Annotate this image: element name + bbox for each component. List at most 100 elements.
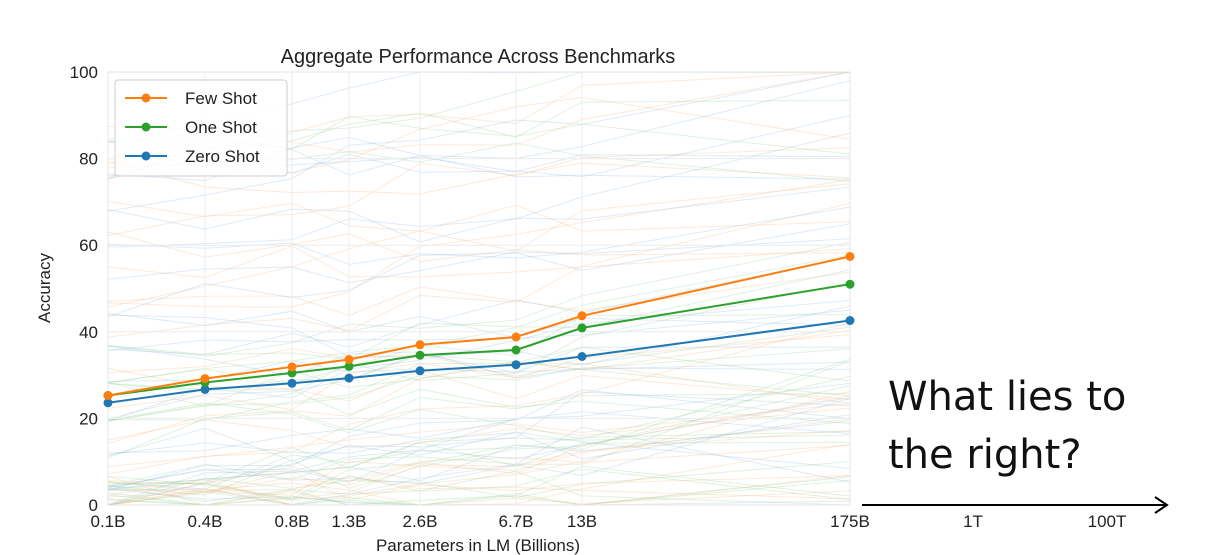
legend-swatch-marker — [141, 93, 151, 103]
background-benchmark-line — [107, 393, 851, 459]
y-tick-label: 40 — [79, 323, 98, 342]
background-benchmark-line — [107, 245, 851, 279]
question-annotation: What lies to the right? — [888, 368, 1188, 484]
background-benchmark-line — [107, 305, 851, 366]
series-lines — [103, 252, 855, 408]
legend-swatch-marker — [141, 151, 151, 161]
background-benchmark-line — [107, 346, 851, 420]
background-benchmark-line — [107, 334, 851, 411]
x-ticks: 0.1B 0.4B 0.8B 1.3B 2.6B 6.7B 13B 175B — [91, 512, 870, 531]
question-line-2: the right? — [888, 432, 1082, 478]
background-benchmark-line — [107, 71, 851, 212]
background-benchmark-line — [107, 397, 851, 488]
data-point — [344, 355, 354, 364]
background-benchmark-line — [107, 470, 851, 501]
data-point — [577, 323, 587, 333]
background-benchmark-line — [107, 395, 851, 506]
x-tick-label: 2.6B — [403, 512, 438, 531]
x-tick-label: 13B — [567, 512, 597, 531]
data-point — [845, 316, 855, 325]
background-benchmark-line — [107, 414, 851, 460]
data-point — [200, 374, 210, 384]
background-benchmark-line — [107, 431, 851, 490]
background-benchmark-line — [107, 183, 851, 308]
background-benchmark-line — [107, 465, 851, 506]
background-benchmark-line — [107, 426, 851, 506]
background-benchmark-line — [107, 346, 851, 422]
data-point — [103, 398, 113, 408]
x-tick-label: 175B — [830, 512, 870, 531]
background-benchmark-line — [107, 347, 851, 404]
background-benchmark-line — [107, 360, 851, 487]
background-benchmark-line — [107, 444, 851, 485]
background-benchmark-line — [107, 398, 851, 489]
data-point — [287, 362, 297, 372]
background-benchmark-line — [107, 461, 851, 506]
data-point — [511, 345, 521, 355]
background-benchmark-line — [107, 179, 851, 308]
background-benchmark-line — [107, 314, 851, 384]
background-benchmark-line — [107, 418, 851, 496]
data-point — [577, 311, 587, 321]
background-benchmark-line — [107, 358, 851, 500]
background-benchmark-line — [107, 132, 851, 248]
background-benchmark-line — [107, 368, 851, 402]
data-point — [845, 252, 855, 261]
background-benchmark-line — [107, 200, 851, 232]
background-benchmark-line — [107, 427, 851, 469]
background-benchmark-line — [107, 322, 851, 475]
background-benchmark-line — [107, 160, 851, 195]
background-benchmark-line — [107, 269, 851, 360]
background-benchmark-line — [107, 385, 851, 496]
legend-swatch-marker — [141, 122, 151, 132]
data-point — [415, 350, 425, 360]
arrowhead-icon — [1154, 496, 1169, 514]
background-benchmark-line — [107, 391, 851, 506]
extension-label-100t: 100T — [1088, 512, 1127, 531]
background-benchmark-line — [108, 429, 851, 506]
background-benchmark-line — [107, 281, 851, 407]
background-benchmark-line — [107, 231, 851, 263]
background-benchmark-line — [107, 434, 851, 490]
data-point — [577, 352, 587, 361]
data-point — [511, 332, 521, 342]
x-tick-label: 0.4B — [188, 512, 223, 531]
background-benchmark-line — [107, 271, 851, 317]
extension-axis: 1T 100T — [862, 496, 1169, 531]
y-tick-label: 60 — [79, 236, 98, 255]
x-axis-label: Parameters in LM (Billions) — [376, 536, 580, 555]
y-tick-label: 80 — [79, 150, 98, 169]
background-benchmark-line — [107, 382, 851, 424]
background-benchmark-line — [107, 186, 851, 243]
series-line-one-shot — [107, 283, 851, 397]
data-point — [200, 384, 210, 394]
question-line-1: What lies to — [888, 374, 1127, 420]
data-point — [511, 360, 521, 370]
chart-title: Aggregate Performance Across Benchmarks — [281, 46, 676, 68]
data-point — [344, 373, 354, 383]
background-benchmark-line — [107, 326, 851, 421]
series-line-few-shot — [107, 255, 851, 397]
background-benchmark-line — [107, 441, 851, 487]
data-point — [845, 279, 855, 289]
legend-label: Zero Shot — [185, 147, 260, 166]
data-point — [415, 340, 425, 350]
data-point — [103, 391, 113, 400]
y-tick-label: 20 — [79, 409, 98, 428]
y-axis-label: Accuracy — [35, 253, 54, 323]
data-point — [415, 366, 425, 376]
background-benchmark-line — [107, 223, 851, 318]
background-benchmark-line — [107, 407, 851, 449]
x-tick-label: 0.1B — [91, 512, 126, 531]
background-benchmark-line — [107, 310, 851, 339]
x-tick-label: 1.3B — [332, 512, 367, 531]
background-benchmark-line — [107, 300, 851, 422]
background-benchmark-line — [107, 375, 851, 440]
legend-label: One Shot — [185, 118, 257, 137]
legend-label: Few Shot — [185, 89, 257, 108]
background-benchmark-line — [107, 411, 851, 454]
background-benchmark-line — [107, 468, 851, 501]
background-benchmark-line — [107, 241, 851, 357]
legend: Few Shot One Shot Zero Shot — [114, 79, 288, 177]
